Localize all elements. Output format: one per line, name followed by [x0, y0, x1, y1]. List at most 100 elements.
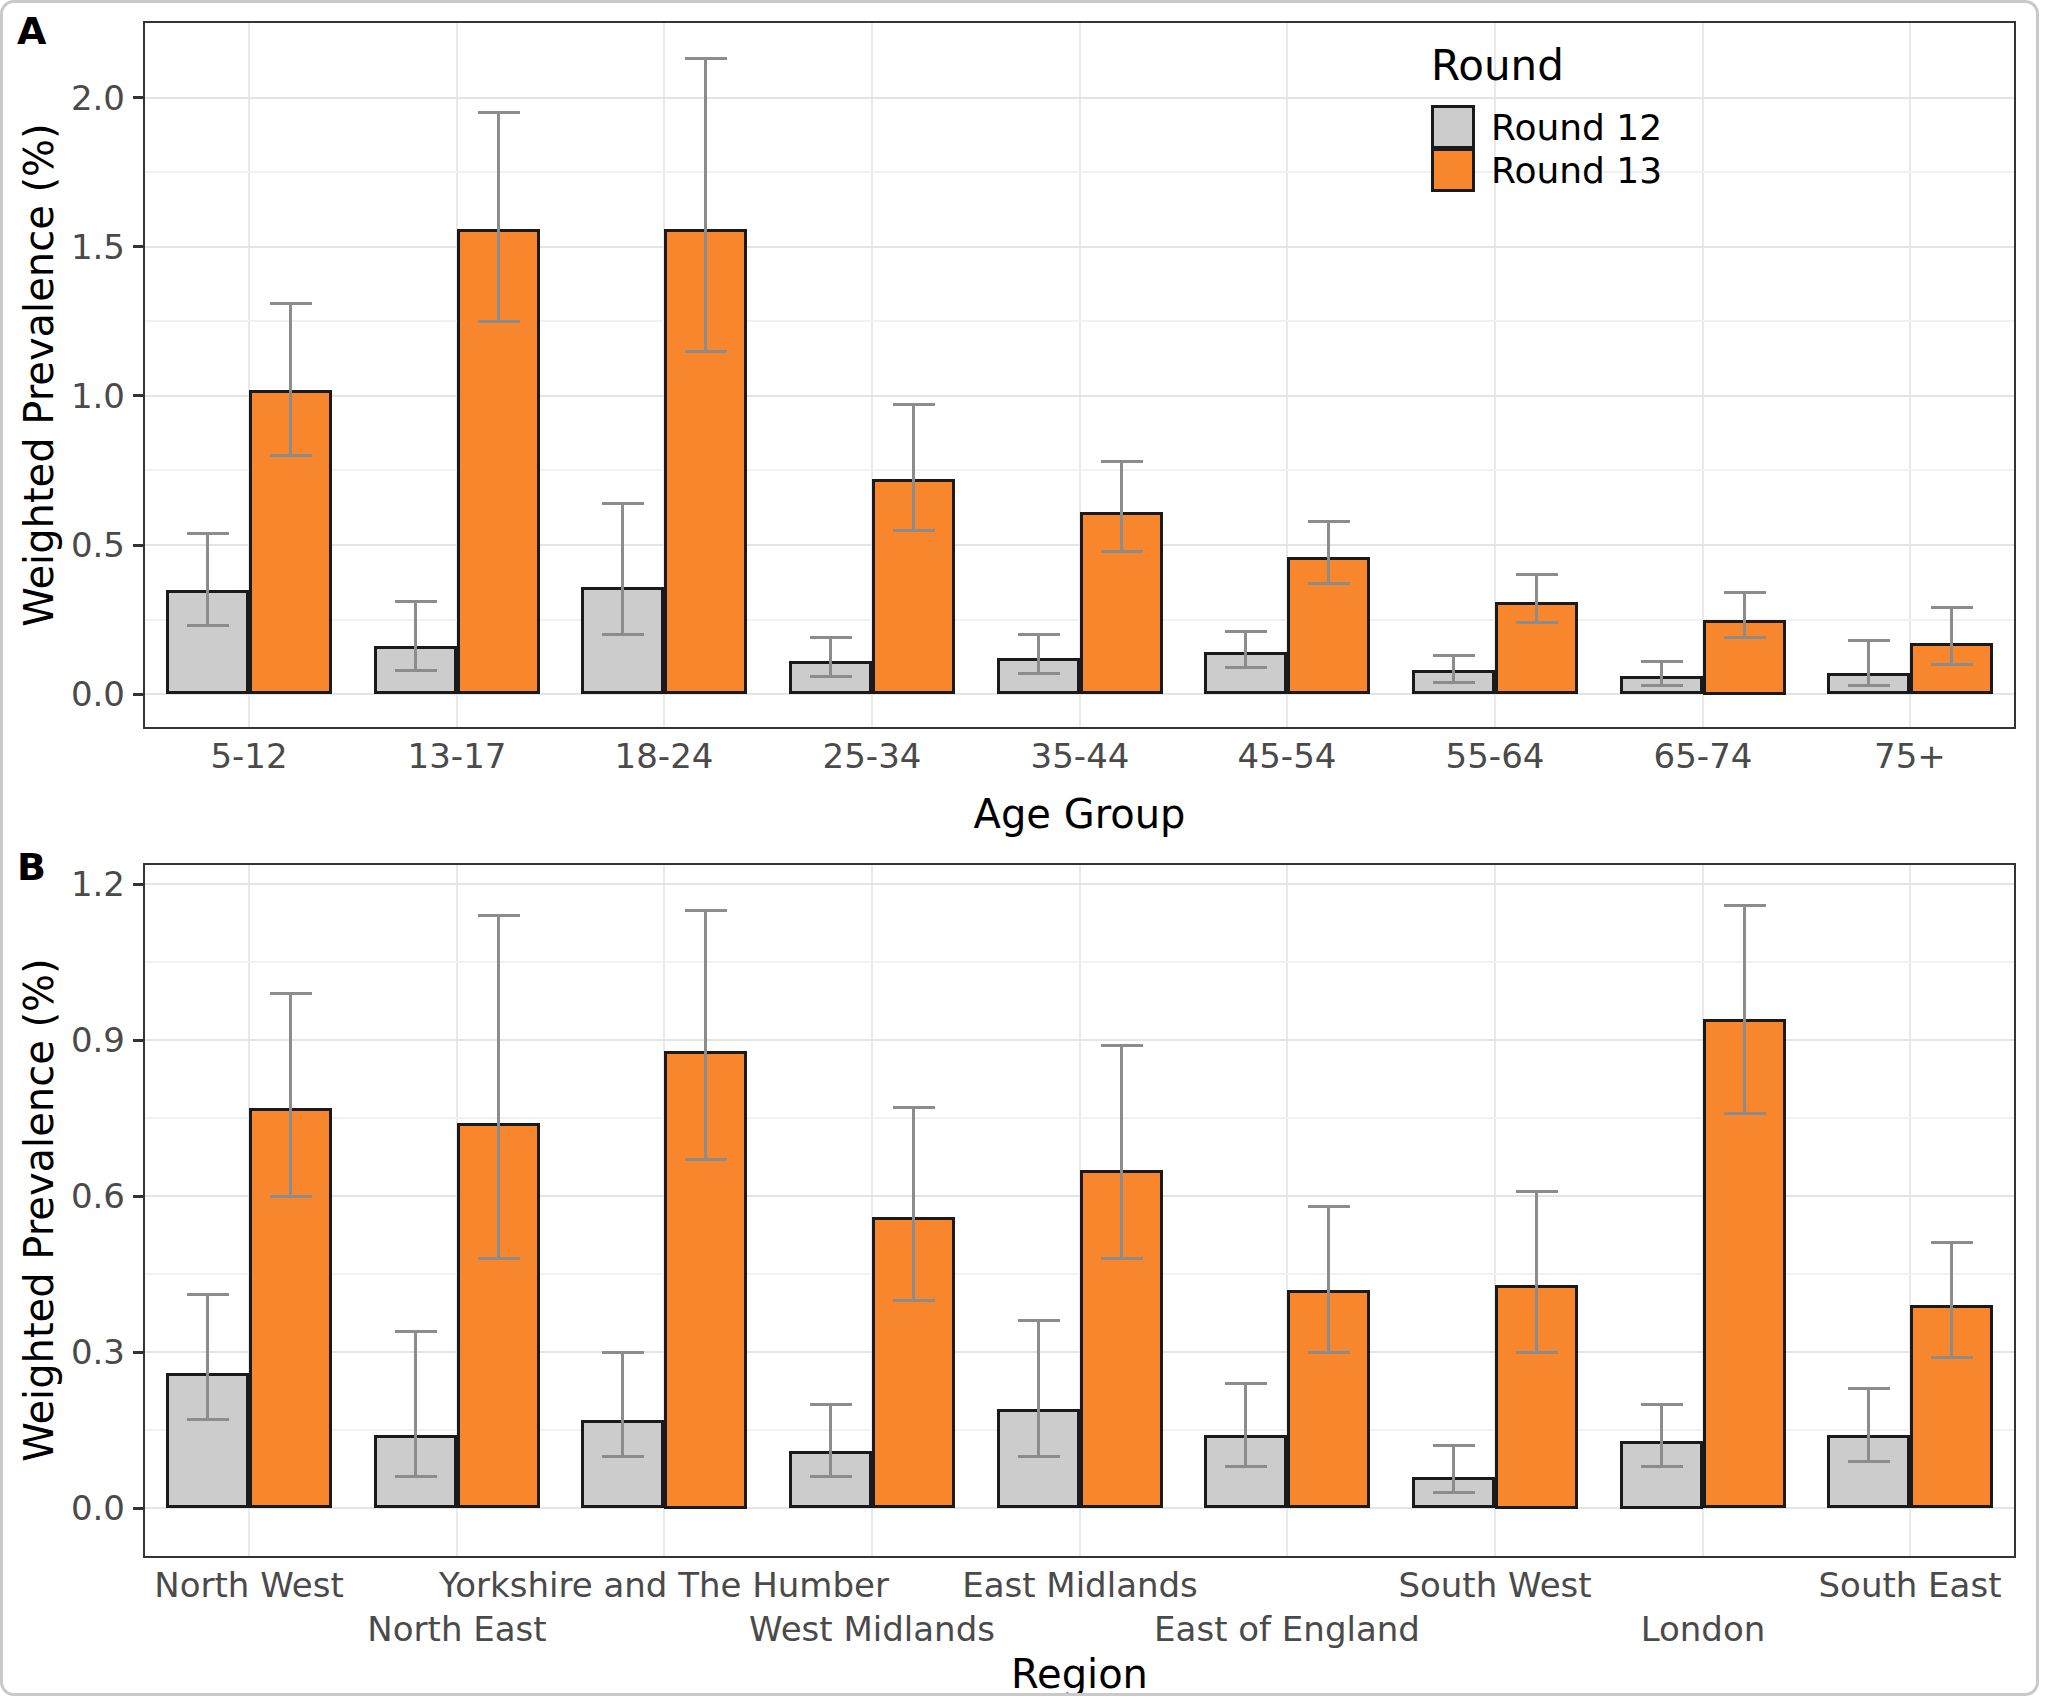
panel-tag-b: B — [17, 845, 46, 889]
error-bar-cap — [1225, 1465, 1267, 1468]
y-tick-label: 1.5 — [55, 230, 125, 264]
error-bar-cap — [270, 454, 312, 457]
error-bar-cap — [1516, 1190, 1558, 1193]
legend-row-round-13: Round 13 — [1431, 147, 1662, 193]
error-bar-cap — [1018, 1319, 1060, 1322]
y-tick-label: 1.2 — [55, 867, 125, 901]
x-tick-label-south-east: South East — [1660, 1566, 2039, 1604]
y-tick-label: 2.0 — [55, 81, 125, 115]
error-bar-cap — [1848, 1387, 1890, 1390]
error-bar-cap — [187, 532, 229, 535]
error-bar-cap — [395, 600, 437, 603]
gridline-minor — [145, 469, 2014, 471]
error-bar — [704, 910, 707, 1160]
error-bar-cap — [810, 636, 852, 639]
panel-tag-a: A — [17, 9, 46, 53]
error-bar — [414, 602, 417, 671]
legend-label-round-12: Round 12 — [1491, 107, 1662, 148]
error-bar-cap — [1433, 681, 1475, 684]
error-bar — [912, 1108, 915, 1300]
error-bar-cap — [1225, 1382, 1267, 1385]
error-bar-cap — [1641, 684, 1683, 687]
error-bar-cap — [1433, 654, 1475, 657]
error-bar-cap — [1848, 639, 1890, 642]
error-bar-cap — [1101, 1044, 1143, 1047]
y-tick-label: 0.6 — [55, 1179, 125, 1213]
error-bar-cap — [478, 1257, 520, 1260]
error-bar-cap — [1308, 1351, 1350, 1354]
error-bar-cap — [893, 529, 935, 532]
error-bar — [1327, 1207, 1330, 1353]
x-axis-title-panel-b: Region — [143, 1651, 2016, 1696]
error-bar-cap — [810, 675, 852, 678]
legend-swatch-round-13-icon — [1431, 148, 1475, 192]
error-bar-cap — [685, 1158, 727, 1161]
error-bar — [912, 405, 915, 530]
error-bar — [1120, 462, 1123, 551]
error-bar — [289, 303, 292, 455]
error-bar — [1950, 608, 1953, 665]
error-bar-cap — [1308, 1205, 1350, 1208]
error-bar-cap — [1931, 663, 1973, 666]
error-bar-cap — [1018, 672, 1060, 675]
error-bar-cap — [1516, 621, 1558, 624]
y-axis-tick — [133, 1507, 143, 1510]
y-tick-label: 0.5 — [55, 528, 125, 562]
gridline-major — [145, 395, 2014, 397]
error-bar-cap — [602, 1455, 644, 1458]
error-bar — [1660, 1404, 1663, 1466]
error-bar-cap — [1931, 606, 1973, 609]
y-tick-label: 1.0 — [55, 379, 125, 413]
gridline-vertical — [1909, 23, 1911, 727]
y-axis-tick — [133, 96, 143, 99]
error-bar-cap — [1101, 550, 1143, 553]
error-bar-cap — [395, 1330, 437, 1333]
error-bar-cap — [1018, 1455, 1060, 1458]
error-bar-cap — [478, 320, 520, 323]
error-bar-cap — [187, 624, 229, 627]
error-bar — [1867, 1389, 1870, 1462]
gridline-major — [145, 246, 2014, 248]
y-axis-tick — [133, 544, 143, 547]
y-tick-label: 0.0 — [55, 1491, 125, 1525]
error-bar — [1867, 640, 1870, 685]
error-bar-cap — [1724, 904, 1766, 907]
error-bar-cap — [270, 1195, 312, 1198]
error-bar — [1327, 521, 1330, 584]
error-bar-cap — [1433, 1444, 1475, 1447]
y-tick-label: 0.0 — [55, 677, 125, 711]
y-axis-tick — [133, 245, 143, 248]
gridline-major — [145, 97, 2014, 99]
legend: Round Round 12 Round 13 — [1431, 41, 1662, 193]
plot-area-panel-b: 0.00.30.60.91.2North WestNorth EastYorks… — [143, 863, 2016, 1558]
error-bar — [1950, 1243, 1953, 1357]
gridline-minor — [145, 320, 2014, 322]
error-bar — [497, 112, 500, 321]
error-bar-cap — [1848, 684, 1890, 687]
y-axis-tick — [133, 1195, 143, 1198]
error-bar-cap — [270, 302, 312, 305]
error-bar — [1743, 905, 1746, 1113]
error-bar-cap — [1101, 1257, 1143, 1260]
error-bar — [497, 915, 500, 1258]
error-bar-cap — [1308, 520, 1350, 523]
error-bar-cap — [602, 633, 644, 636]
error-bar — [1660, 661, 1663, 685]
legend-title: Round — [1431, 41, 1662, 90]
error-bar-cap — [1308, 582, 1350, 585]
error-bar-cap — [1516, 573, 1558, 576]
error-bar-cap — [1931, 1241, 1973, 1244]
y-tick-label: 0.9 — [55, 1023, 125, 1057]
error-bar-cap — [1516, 1351, 1558, 1354]
error-bar-cap — [395, 669, 437, 672]
gridline-major — [145, 883, 2014, 885]
error-bar-cap — [1641, 660, 1683, 663]
error-bar-cap — [810, 1403, 852, 1406]
error-bar — [1120, 1045, 1123, 1258]
x-tick-label-75-: 75+ — [1660, 737, 2039, 775]
x-axis-title-panel-a: Age Group — [143, 791, 2016, 837]
error-bar-cap — [1931, 1356, 1973, 1359]
error-bar-cap — [1724, 636, 1766, 639]
error-bar — [1037, 635, 1040, 674]
legend-swatch-round-12-icon — [1431, 105, 1475, 149]
